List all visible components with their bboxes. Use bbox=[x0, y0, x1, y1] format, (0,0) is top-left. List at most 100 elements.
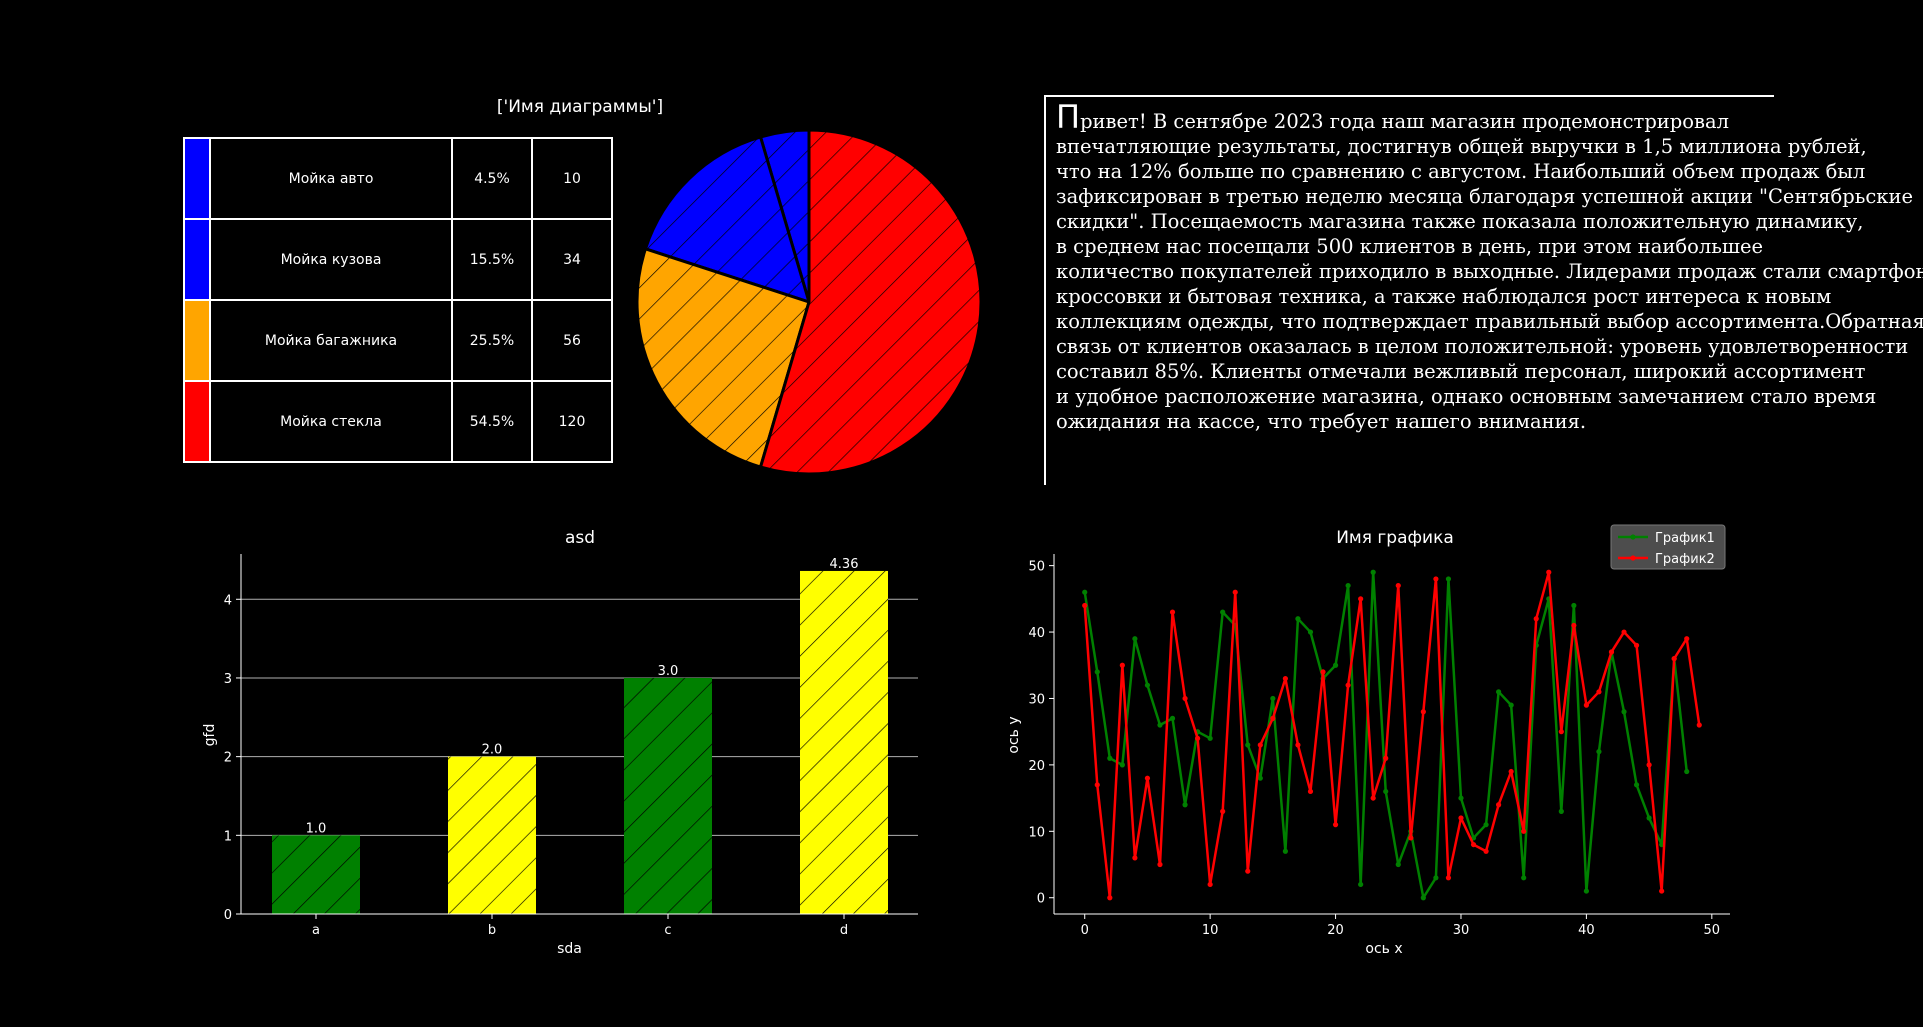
legend-label: График1 bbox=[1655, 531, 1715, 546]
data-point bbox=[1307, 629, 1314, 635]
data-point bbox=[1082, 602, 1088, 609]
y-axis-label: gfd bbox=[202, 724, 218, 747]
table-row: Мойка кузова 15.5% 34 bbox=[183, 218, 613, 301]
data-point bbox=[1546, 569, 1552, 575]
data-point bbox=[1633, 782, 1640, 788]
x-tick-label: 40 bbox=[1578, 923, 1595, 938]
table-cell-name: Мойка стекла bbox=[209, 380, 453, 463]
data-point bbox=[1558, 808, 1564, 814]
text-line: скидки". Посещаемость магазина также пок… bbox=[1056, 210, 1864, 233]
data-point bbox=[1646, 815, 1652, 821]
y-tick-label: 30 bbox=[1028, 692, 1045, 707]
table-cell-count: 56 bbox=[531, 299, 613, 382]
text-line: зафиксирован в третью неделю месяца благ… bbox=[1056, 185, 1914, 208]
y-tick-label: 40 bbox=[1028, 626, 1045, 641]
data-point bbox=[1646, 762, 1652, 768]
data-point bbox=[1508, 768, 1514, 775]
pie-slice-hatch bbox=[635, 247, 811, 469]
series-line bbox=[1083, 571, 1701, 899]
y-tick-label: 3 bbox=[224, 672, 232, 687]
data-point bbox=[1295, 616, 1301, 622]
x-tick-label: 20 bbox=[1327, 923, 1344, 938]
data-point bbox=[1596, 749, 1602, 755]
bar-value-label: 4.36 bbox=[830, 557, 859, 572]
table-row: Мойка багажника 25.5% 56 bbox=[183, 299, 613, 382]
text-line: и удобное расположение магазина, однако … bbox=[1056, 385, 1877, 408]
pie-chart bbox=[635, 128, 983, 476]
pie-legend-table: Мойка авто 4.5% 10 Мойка кузова 15.5% 34… bbox=[183, 137, 613, 463]
text-line: Привет! В сентябре 2023 года наш магазин… bbox=[1056, 101, 1923, 134]
data-point bbox=[1270, 695, 1276, 702]
data-point bbox=[1383, 788, 1389, 795]
y-tick-label: 0 bbox=[224, 908, 232, 923]
y-axis-label: ось y bbox=[1006, 716, 1022, 753]
data-point bbox=[1583, 702, 1589, 708]
x-tick-label: 0 bbox=[1081, 923, 1089, 938]
color-swatch bbox=[183, 137, 211, 220]
data-point bbox=[1094, 782, 1100, 788]
x-tick-label: b bbox=[488, 923, 496, 938]
data-point bbox=[1169, 609, 1176, 615]
data-point bbox=[1107, 755, 1113, 761]
table-cell-count: 10 bbox=[531, 137, 613, 220]
data-point bbox=[1132, 636, 1138, 642]
text-line: количество покупателей приходило в выход… bbox=[1056, 260, 1923, 283]
x-tick-label: 30 bbox=[1453, 923, 1470, 938]
data-point bbox=[1395, 861, 1401, 868]
data-point bbox=[1257, 742, 1263, 748]
data-point bbox=[1408, 835, 1414, 841]
pie-chart-title: ['Имя диаграммы'] bbox=[496, 97, 664, 117]
text-line: в среднем нас посещали 500 клиентов в де… bbox=[1056, 235, 1764, 258]
data-point bbox=[1370, 569, 1376, 575]
data-point bbox=[1358, 881, 1364, 888]
data-point bbox=[1696, 722, 1702, 728]
data-point bbox=[1533, 616, 1539, 622]
bar-hatch bbox=[272, 835, 360, 914]
data-point bbox=[1207, 881, 1213, 888]
data-point bbox=[1420, 709, 1426, 715]
data-point bbox=[1119, 662, 1125, 668]
color-swatch bbox=[183, 380, 211, 463]
data-point bbox=[1583, 888, 1589, 894]
text-body: Привет! В сентябре 2023 года наш магазин… bbox=[1056, 101, 1923, 434]
pie-slice-hatch bbox=[759, 128, 983, 476]
data-point bbox=[1332, 662, 1339, 668]
text-line: составил 85%. Клиенты отмечали вежливый … bbox=[1056, 360, 1866, 383]
data-point bbox=[1345, 582, 1351, 589]
table-cell-count: 120 bbox=[531, 380, 613, 463]
data-point bbox=[1671, 656, 1677, 662]
data-point bbox=[1470, 841, 1477, 848]
data-point bbox=[1659, 888, 1665, 894]
data-point bbox=[1496, 689, 1502, 695]
data-point bbox=[1157, 861, 1163, 868]
bar-hatch bbox=[448, 756, 536, 914]
data-point bbox=[1458, 815, 1464, 821]
text-line: кроссовки и бытовая техника, а также наб… bbox=[1056, 285, 1832, 308]
data-point bbox=[1169, 715, 1176, 721]
text-line: связь от клиентов оказалась в целом поло… bbox=[1056, 335, 1909, 358]
bar-hatch bbox=[800, 570, 888, 914]
data-point bbox=[1420, 895, 1426, 901]
data-point bbox=[1345, 682, 1351, 688]
bar-value-label: 2.0 bbox=[482, 743, 503, 758]
data-point bbox=[1608, 649, 1615, 655]
data-point bbox=[1395, 582, 1401, 589]
bar-hatch bbox=[624, 677, 712, 914]
data-point bbox=[1332, 822, 1339, 828]
data-point bbox=[1633, 642, 1640, 648]
data-point bbox=[1596, 689, 1602, 695]
data-point bbox=[1144, 682, 1151, 688]
data-point bbox=[1307, 788, 1314, 795]
y-tick-label: 10 bbox=[1028, 825, 1045, 840]
y-tick-label: 1 bbox=[224, 829, 232, 844]
table-cell-name: Мойка багажника bbox=[209, 299, 453, 382]
data-point bbox=[1220, 808, 1226, 814]
table-cell-percent: 15.5% bbox=[451, 218, 533, 301]
x-tick-label: 10 bbox=[1202, 923, 1219, 938]
bar-value-label: 3.0 bbox=[658, 664, 679, 679]
bar-value-label: 1.0 bbox=[306, 821, 327, 836]
data-point bbox=[1132, 855, 1138, 861]
data-point bbox=[1282, 675, 1288, 682]
legend-label: График2 bbox=[1655, 552, 1715, 567]
